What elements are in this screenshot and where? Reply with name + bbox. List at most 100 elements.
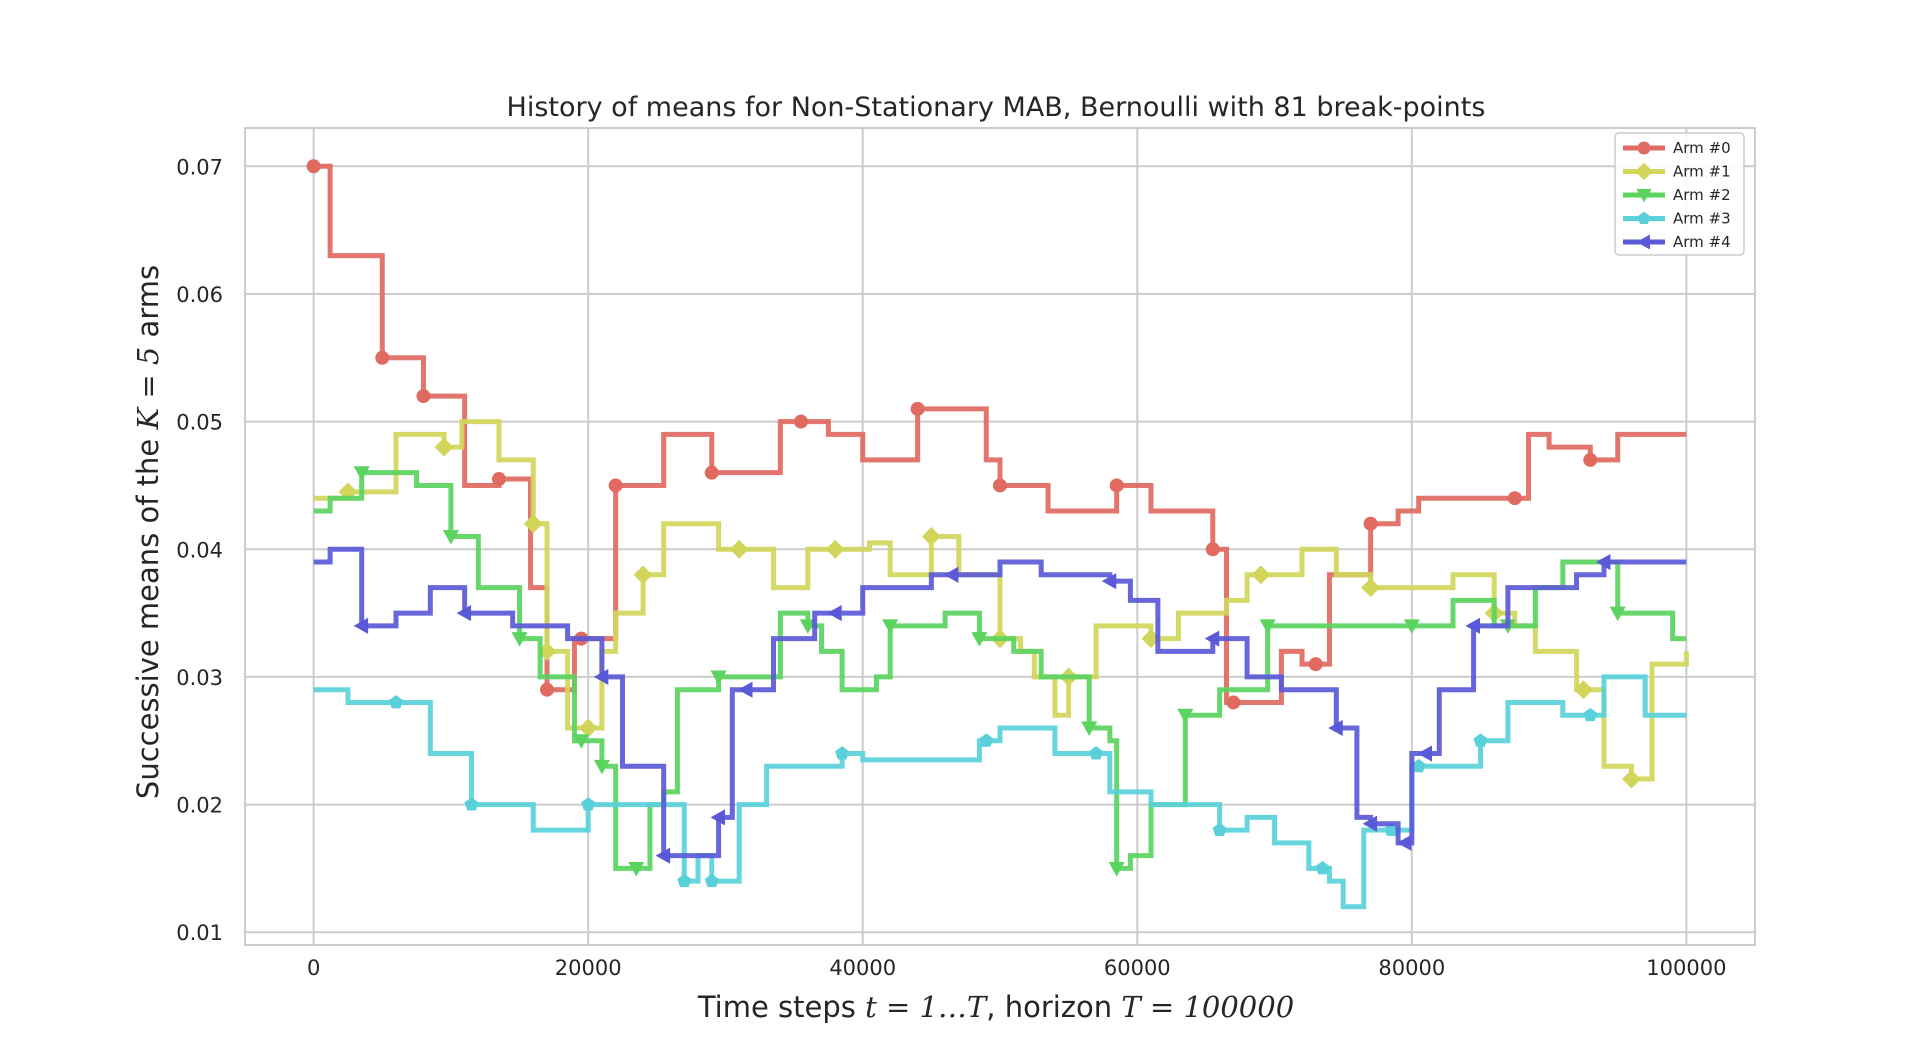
legend-item-arm-4: Arm #4: [1623, 233, 1731, 251]
x-tick-label: 40000: [829, 956, 896, 980]
data-point-marker: [416, 389, 431, 404]
data-point-marker: [464, 797, 479, 811]
series-line: [313, 674, 1687, 910]
y-tick-label: 0.04: [176, 538, 223, 562]
legend-box: [1614, 132, 1745, 256]
data-point-marker: [573, 734, 590, 749]
legend-item-arm-1: Arm #1: [1623, 163, 1731, 181]
y-tick-label: 0.02: [176, 794, 223, 818]
data-point-marker: [1411, 758, 1426, 773]
data-point-marker: [633, 565, 653, 585]
data-point-marker: [593, 759, 610, 775]
series-line: [313, 546, 1687, 859]
data-point-marker: [1205, 542, 1220, 557]
data-point-marker: [434, 437, 454, 457]
data-point-marker: [1109, 478, 1124, 493]
data-point-marker: [1204, 630, 1220, 647]
data-point-marker: [581, 797, 596, 811]
legend-label: Arm #4: [1673, 233, 1731, 251]
legend-label: Arm #0: [1673, 139, 1731, 157]
series-arm-4: [313, 546, 1687, 864]
data-point-marker: [827, 605, 842, 622]
data-point-marker: [1259, 619, 1276, 634]
legend-item-arm-2: Arm #2: [1623, 186, 1731, 204]
series-arm-0: [306, 159, 1687, 710]
data-point-marker: [910, 401, 925, 416]
data-point-marker: [1177, 708, 1194, 724]
y-tick-label: 0.06: [176, 283, 223, 307]
data-point-marker: [1089, 746, 1104, 760]
legend-marker: [1636, 189, 1652, 203]
data-point-marker: [1622, 769, 1641, 789]
y-axis-label-prefix: Successive means of the: [131, 430, 165, 800]
x-axis-label: Time steps t = 1…T, horizon T = 100000: [697, 990, 1294, 1024]
data-point-marker: [943, 566, 959, 583]
legend-label: Arm #1: [1673, 163, 1731, 181]
data-point-marker: [1609, 606, 1626, 622]
data-point-marker: [1308, 657, 1323, 672]
plot-frame: [244, 127, 1756, 946]
x-axis-label-math-range: t = 1…T: [865, 990, 989, 1024]
y-tick-labels: 0.01 0.02 0.03 0.04 0.05 0.06 0.07: [176, 155, 223, 945]
legend-item-arm-3: Arm #3: [1623, 210, 1731, 228]
x-tick-label: 100000: [1646, 956, 1726, 980]
y-tick-label: 0.07: [176, 155, 223, 179]
legend-marker: [1636, 234, 1650, 250]
series-arm-3: [313, 674, 1687, 910]
series-line: [313, 163, 1687, 705]
data-point-marker: [1583, 452, 1598, 467]
data-point-marker: [921, 527, 941, 546]
data-point-marker: [1101, 573, 1117, 590]
data-point-marker: [655, 847, 671, 864]
y-axis-label-math: K = 5: [131, 347, 165, 431]
x-tick-labels: 0 20000 40000 60000 80000 100000: [307, 956, 1727, 980]
x-axis-label-math-horizon: T = 100000: [1121, 990, 1294, 1024]
data-point-marker: [1315, 861, 1330, 875]
legend-label: Arm #3: [1673, 210, 1731, 228]
data-point-marker: [971, 632, 988, 647]
series-arm-2: [313, 466, 1687, 877]
legend: Arm #0 Arm #1 Arm #2 Arm #3 Arm #4: [1614, 132, 1745, 256]
legend-marker: [1635, 162, 1653, 181]
data-point-marker: [710, 809, 726, 826]
data-point-marker: [704, 873, 719, 888]
data-point-marker: [1361, 578, 1381, 598]
data-point-marker: [375, 350, 390, 365]
data-point-marker: [1473, 733, 1488, 747]
data-point-marker: [511, 632, 528, 647]
x-axis-label-middle: , horizon: [986, 990, 1121, 1024]
data-point-marker: [979, 733, 994, 747]
chart-title: History of means for Non-Stationary MAB,…: [507, 92, 1486, 123]
data-point-marker: [491, 472, 506, 487]
data-point-marker: [593, 668, 609, 685]
data-point-marker: [442, 530, 459, 545]
data-point-marker: [1362, 815, 1378, 832]
data-point-marker: [578, 718, 598, 738]
data-point-marker: [1226, 695, 1241, 710]
data-point-marker: [710, 670, 727, 685]
y-axis-label-suffix: arms: [131, 265, 165, 347]
y-tick-label: 0.03: [176, 666, 223, 690]
data-point-marker: [993, 478, 1007, 493]
data-point-marker: [389, 695, 403, 709]
data-point-marker: [523, 514, 543, 534]
data-point-marker: [1595, 553, 1611, 571]
data-point-marker: [1396, 834, 1412, 851]
data-point-marker: [729, 539, 749, 559]
data-point-marker: [793, 414, 808, 429]
data-point-marker: [353, 617, 369, 634]
data-point-marker: [1573, 680, 1593, 700]
data-point-marker: [1507, 491, 1522, 506]
data-point-marker: [677, 873, 692, 888]
data-point-marker: [1251, 565, 1271, 585]
y-tick-label: 0.01: [176, 921, 223, 945]
data-point-marker: [1583, 707, 1598, 722]
legend-marker: [1637, 211, 1651, 225]
data-point-marker: [1108, 861, 1125, 877]
legend-label: Arm #2: [1673, 186, 1731, 204]
data-point-marker: [1328, 719, 1343, 737]
data-point-marker: [737, 681, 753, 698]
x-tick-label: 20000: [555, 956, 622, 980]
data-point-marker: [1417, 745, 1432, 762]
